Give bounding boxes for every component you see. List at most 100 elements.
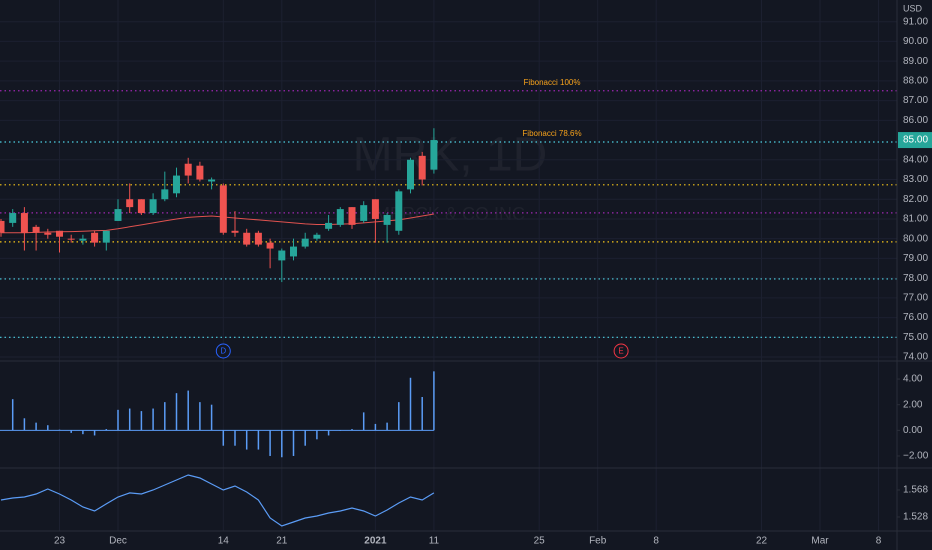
y-tick-label: 1.568 — [903, 485, 928, 496]
histogram-bar — [210, 404, 213, 431]
y-tick-label: 91.00 — [903, 16, 928, 27]
candle-body — [290, 246, 297, 257]
y-tick-label: 90.00 — [903, 36, 928, 47]
candle-body — [208, 179, 216, 182]
event-label: D — [220, 347, 226, 356]
event-marker — [613, 343, 629, 359]
histogram-bar — [93, 430, 96, 436]
x-tick-label: 22 — [756, 536, 768, 547]
histogram-bar — [269, 430, 271, 456]
candle-body — [102, 230, 110, 243]
candle-body — [325, 222, 333, 229]
x-tick-label: 25 — [534, 536, 546, 547]
candle-body — [371, 199, 379, 219]
y-tick-label: 81.00 — [903, 214, 928, 225]
watermark-symbol: MRK, 1D — [353, 129, 548, 182]
candle-body — [173, 175, 180, 194]
histogram-bar — [433, 371, 435, 431]
histogram-bar — [11, 399, 14, 431]
histogram-bar — [35, 422, 37, 431]
y-tick-label: 75.00 — [903, 332, 928, 343]
histogram-bar — [245, 430, 248, 450]
candle-body — [44, 232, 52, 235]
x-tick-label: 21 — [276, 536, 288, 547]
candle-body — [348, 207, 356, 225]
event-label: E — [618, 347, 623, 356]
x-tick-label: 8 — [653, 536, 659, 547]
histogram-bar — [164, 402, 166, 431]
x-tick-label: 23 — [54, 536, 66, 547]
histogram-bar — [292, 430, 295, 456]
candle-body — [313, 234, 321, 239]
x-tick-label: 2021 — [364, 536, 387, 547]
candle-body — [91, 232, 99, 243]
histogram-bar — [82, 430, 84, 435]
y-tick-label: 88.00 — [903, 76, 928, 87]
last-price-label: 85.00 — [903, 135, 928, 146]
y-tick-label: 89.00 — [903, 56, 928, 67]
candle-body — [184, 163, 192, 176]
histogram-bar — [117, 409, 119, 431]
histogram-bar — [386, 422, 388, 431]
candle-body — [301, 238, 309, 247]
candle-body — [418, 155, 426, 180]
candle-body — [9, 213, 17, 223]
x-tick-label: Dec — [109, 536, 127, 547]
histogram-bar — [316, 430, 318, 440]
plot-layer — [0, 0, 897, 531]
histogram-bar — [374, 423, 377, 431]
histogram-bar — [327, 430, 330, 436]
y-tick-label: 74.00 — [903, 352, 928, 363]
candle-body — [278, 250, 286, 261]
y-tick-label: 76.00 — [903, 312, 928, 323]
histogram-bar — [175, 393, 178, 431]
moving-average-line — [1, 213, 434, 234]
candle-body — [383, 215, 391, 225]
candle-body — [266, 242, 274, 249]
histogram-bar — [421, 397, 423, 431]
y-tick-label: 0.00 — [903, 425, 923, 436]
histogram-bar — [105, 429, 108, 431]
candle-body — [149, 199, 157, 214]
y-tick-label: 1.528 — [903, 512, 928, 523]
x-tick-label: 11 — [429, 536, 440, 547]
histogram-bar — [409, 377, 412, 431]
x-tick-label: Feb — [589, 536, 607, 547]
candle-body — [67, 238, 75, 240]
candle-body — [196, 165, 204, 180]
histogram-bar — [199, 402, 201, 431]
candle-body — [79, 238, 87, 241]
histogram-bar — [128, 408, 131, 431]
candle-body — [395, 191, 403, 231]
x-tick-label: 14 — [218, 536, 230, 547]
histogram-bar — [140, 411, 143, 431]
candle-body — [254, 232, 262, 245]
currency-label: USD — [903, 3, 923, 13]
last-price-box — [898, 132, 932, 149]
y-tick-label: 4.00 — [903, 374, 923, 385]
candle-body — [114, 209, 122, 221]
histogram-bar — [70, 430, 72, 433]
candle-body — [32, 226, 40, 233]
y-tick-label: 86.00 — [903, 115, 928, 126]
candle-body — [126, 199, 134, 208]
y-tick-label: 83.00 — [903, 174, 928, 185]
histogram-bar — [234, 430, 236, 446]
y-tick-label: 2.00 — [903, 399, 923, 410]
histogram-bar — [257, 430, 260, 450]
event-marker — [215, 343, 231, 359]
y-tick-label: 79.00 — [903, 253, 928, 264]
x-tick-label: 8 — [876, 536, 882, 547]
y-tick-label: −2.00 — [903, 451, 929, 462]
histogram-bar — [362, 412, 365, 431]
candle-body — [231, 230, 239, 233]
y-tick-label: 80.00 — [903, 233, 928, 244]
candle-body — [0, 220, 5, 233]
candle-body — [430, 140, 438, 170]
level-label: Fibonacci 100% — [524, 78, 581, 87]
y-tick-label: 78.00 — [903, 273, 928, 284]
histogram-bar — [152, 408, 154, 431]
